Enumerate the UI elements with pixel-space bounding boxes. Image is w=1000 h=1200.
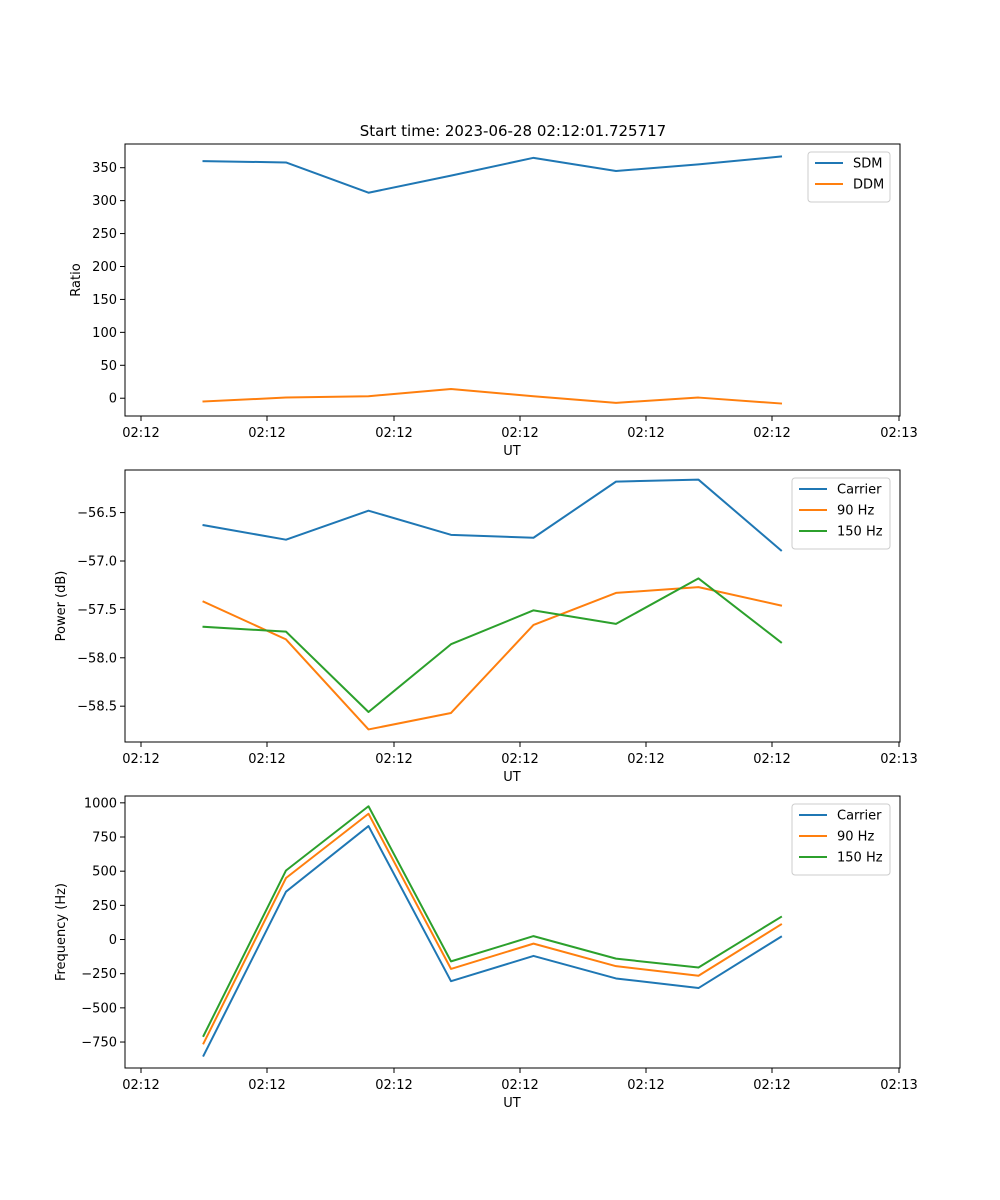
legend-label: 90 Hz xyxy=(837,504,874,519)
y-tick-label: −57.5 xyxy=(77,603,117,618)
y-tick-label: 0 xyxy=(109,392,117,407)
x-tick-label: 02:12 xyxy=(501,1078,538,1093)
axes-frame xyxy=(124,143,901,417)
series-line-90-hz xyxy=(202,812,783,1045)
legend-label: 90 Hz xyxy=(837,830,874,845)
x-tick-label: 02:12 xyxy=(753,1078,790,1093)
y-tick-label: −57.0 xyxy=(77,554,117,569)
x-tick-label: 02:12 xyxy=(248,752,285,767)
x-tick-label: 02:12 xyxy=(122,1078,159,1093)
y-tick-label: 100 xyxy=(92,326,117,341)
x-tick-label: 02:12 xyxy=(627,1078,664,1093)
y-axis-label: Frequency (Hz) xyxy=(54,883,69,981)
y-tick-label: 350 xyxy=(92,161,117,176)
x-tick-label: 02:12 xyxy=(501,752,538,767)
x-tick-label: 02:12 xyxy=(122,752,159,767)
chart-panel-1: 02:12 02:12 02:12 02:12 02:12 02:12 02:13 0 50 10… xyxy=(69,143,918,459)
series-line-90-hz xyxy=(202,586,783,731)
x-tick-label: 02:12 xyxy=(501,426,538,441)
legend-label: Carrier xyxy=(837,809,882,824)
series-line-sdm xyxy=(202,155,783,194)
legend: Carrier 90 Hz 150 Hz xyxy=(791,477,891,550)
x-tick-label: 02:12 xyxy=(753,426,790,441)
legend-label: DDM xyxy=(853,178,884,193)
x-axis-label: UT xyxy=(503,1096,521,1111)
legend: SDM DDM xyxy=(807,151,891,203)
y-tick-label: −58.0 xyxy=(77,651,117,666)
chart-panel-2: 02:12 02:12 02:12 02:12 02:12 02:12 02:13 −58.5… xyxy=(54,469,918,785)
x-tick-label: 02:12 xyxy=(248,1078,285,1093)
y-tick-label: −250 xyxy=(81,967,117,982)
y-tick-label: 0 xyxy=(109,933,117,948)
y-tick-label: 250 xyxy=(92,227,117,242)
legend-label: Carrier xyxy=(837,483,882,498)
legend-label: 150 Hz xyxy=(837,851,883,866)
legend-box xyxy=(807,151,891,203)
x-tick-label: 02:13 xyxy=(880,1078,917,1093)
y-tick-label: 300 xyxy=(92,194,117,209)
x-tick-label: 02:12 xyxy=(627,426,664,441)
y-tick-label: 500 xyxy=(92,865,117,880)
y-tick-label: 1000 xyxy=(84,796,117,811)
series-line-ddm xyxy=(202,388,783,405)
legend-label: 150 Hz xyxy=(837,525,883,540)
y-tick-label: 50 xyxy=(100,359,117,374)
x-tick-label: 02:12 xyxy=(248,426,285,441)
axes-frame xyxy=(124,795,901,1069)
legend: Carrier 90 Hz 150 Hz xyxy=(791,803,891,876)
series-line-carrier xyxy=(202,825,783,1058)
legend-label: SDM xyxy=(853,157,882,172)
x-tick-label: 02:13 xyxy=(880,426,917,441)
series-line-150-hz xyxy=(202,577,783,713)
x-axis-label: UT xyxy=(503,444,521,459)
x-tick-label: 02:12 xyxy=(375,426,412,441)
y-tick-label: −56.5 xyxy=(77,506,117,521)
x-tick-label: 02:13 xyxy=(880,752,917,767)
axes-frame xyxy=(124,469,901,743)
figure-title: Start time: 2023-06-28 02:12:01.725717 xyxy=(360,122,666,140)
y-tick-label: −58.5 xyxy=(77,700,117,715)
x-axis-label: UT xyxy=(503,770,521,785)
y-tick-label: −500 xyxy=(81,1001,117,1016)
y-tick-label: 200 xyxy=(92,260,117,275)
y-axis-label: Power (dB) xyxy=(54,571,69,642)
series-line-150-hz xyxy=(202,805,783,1038)
chart-panel-3: 02:12 02:12 02:12 02:12 02:12 02:12 02:13 −750 −… xyxy=(54,795,918,1111)
series-line-carrier xyxy=(202,478,783,552)
x-tick-label: 02:12 xyxy=(375,1078,412,1093)
y-tick-label: 150 xyxy=(92,293,117,308)
y-tick-label: 750 xyxy=(92,831,117,846)
y-axis-label: Ratio xyxy=(69,263,84,296)
x-tick-label: 02:12 xyxy=(122,426,159,441)
x-tick-label: 02:12 xyxy=(627,752,664,767)
x-tick-label: 02:12 xyxy=(753,752,790,767)
x-tick-label: 02:12 xyxy=(375,752,412,767)
y-tick-label: 250 xyxy=(92,899,117,914)
y-tick-label: −750 xyxy=(81,1036,117,1051)
